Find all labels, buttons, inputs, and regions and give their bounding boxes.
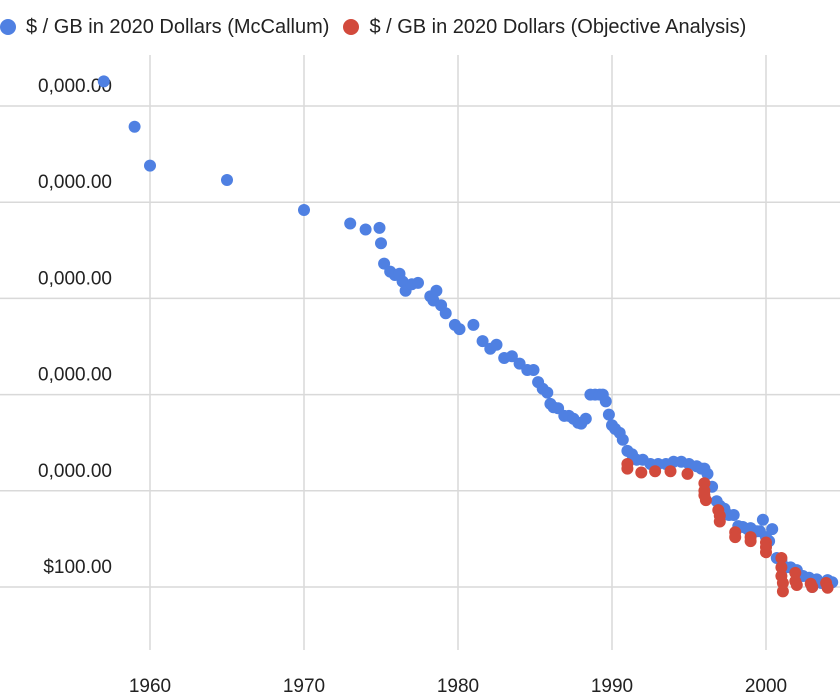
data-point-objective-analysis-12 xyxy=(713,515,726,528)
y-tick-label-0: $100.00 xyxy=(43,557,112,578)
legend-marker-objective-analysis xyxy=(343,19,360,35)
data-point-objective-analysis-20 xyxy=(775,552,788,564)
data-point-mccallum-4 xyxy=(298,204,310,216)
data-point-mccallum-74 xyxy=(727,509,740,521)
data-point-objective-analysis-19 xyxy=(760,546,772,559)
data-point-mccallum-16 xyxy=(412,276,424,289)
data-point-mccallum-6 xyxy=(359,223,372,236)
x-tick-label-1970: 1970 xyxy=(283,676,325,697)
data-point-mccallum-25 xyxy=(476,335,489,348)
x-tick-label-2000: 2000 xyxy=(745,676,787,697)
data-point-mccallum-5 xyxy=(344,217,357,230)
x-tick-label-1990: 1990 xyxy=(591,676,633,697)
data-point-mccallum-3 xyxy=(221,174,233,186)
data-points xyxy=(97,75,839,598)
legend-label-mccallum: $ / GB in 2020 Dollars (McCallum) xyxy=(26,15,330,38)
data-point-mccallum-44 xyxy=(579,412,592,425)
data-point-mccallum-35 xyxy=(541,386,554,399)
y-tick-label-4: 0,000.00 xyxy=(38,172,112,193)
data-point-objective-analysis-27 xyxy=(790,579,803,591)
y-tick-label-5: 0,000.00 xyxy=(38,76,112,97)
data-point-mccallum-13 xyxy=(396,275,409,288)
data-point-objective-analysis-2 xyxy=(635,466,648,479)
legend-label-objective-analysis: $ / GB in 2020 Dollars (Objective Analys… xyxy=(369,15,747,38)
data-point-objective-analysis-9 xyxy=(699,494,712,507)
data-point-objective-analysis-14 xyxy=(729,531,742,544)
data-point-mccallum-0 xyxy=(97,75,110,88)
data-point-objective-analysis-1 xyxy=(621,462,634,475)
grid-lines xyxy=(0,55,840,650)
data-point-mccallum-23 xyxy=(453,323,466,336)
x-tick-label-1960: 1960 xyxy=(129,676,171,697)
data-point-mccallum-19 xyxy=(430,284,443,297)
x-tick-label-1980: 1980 xyxy=(437,676,479,697)
data-point-mccallum-54 xyxy=(616,433,629,446)
data-point-objective-analysis-21 xyxy=(775,561,788,574)
data-point-objective-analysis-3 xyxy=(649,465,662,478)
legend-item-objective-analysis[interactable]: $ / GB in 2020 Dollars (Objective Analys… xyxy=(343,16,746,39)
data-point-mccallum-32 xyxy=(527,364,540,376)
data-point-objective-analysis-4 xyxy=(664,465,677,478)
data-point-objective-analysis-5 xyxy=(681,467,694,480)
data-point-mccallum-24 xyxy=(467,318,480,331)
data-point-mccallum-81 xyxy=(756,513,769,526)
data-point-mccallum-7 xyxy=(373,221,386,234)
data-point-objective-analysis-16 xyxy=(744,535,757,548)
data-point-mccallum-68 xyxy=(701,467,714,480)
y-tick-label-2: 0,000.00 xyxy=(38,365,112,386)
data-point-mccallum-84 xyxy=(766,523,779,536)
y-tick-label-3: 0,000.00 xyxy=(38,268,112,289)
data-point-objective-analysis-24 xyxy=(776,585,789,598)
legend-marker-mccallum xyxy=(0,19,16,35)
data-point-objective-analysis-29 xyxy=(806,581,819,593)
data-point-mccallum-8 xyxy=(375,237,387,250)
legend-item-mccallum[interactable]: $ / GB in 2020 Dollars (McCallum) xyxy=(0,16,329,39)
data-point-mccallum-49 xyxy=(599,395,612,408)
chart-legend: $ / GB in 2020 Dollars (McCallum) $ / GB… xyxy=(0,14,760,40)
data-point-mccallum-1 xyxy=(128,120,141,133)
data-point-objective-analysis-31 xyxy=(821,581,834,594)
data-point-mccallum-29 xyxy=(505,350,518,363)
data-point-mccallum-2 xyxy=(144,159,156,172)
data-point-mccallum-50 xyxy=(602,408,615,421)
y-tick-label-1: 0,000.00 xyxy=(38,461,112,482)
data-point-mccallum-27 xyxy=(490,338,503,351)
data-point-objective-analysis-23 xyxy=(776,577,789,589)
data-point-mccallum-21 xyxy=(439,307,452,320)
axis-tick-labels: 1960 1970 1980 1990 2000 $100.00 0,000.00 0,000… xyxy=(38,76,787,697)
data-point-objective-analysis-25 xyxy=(789,566,802,579)
